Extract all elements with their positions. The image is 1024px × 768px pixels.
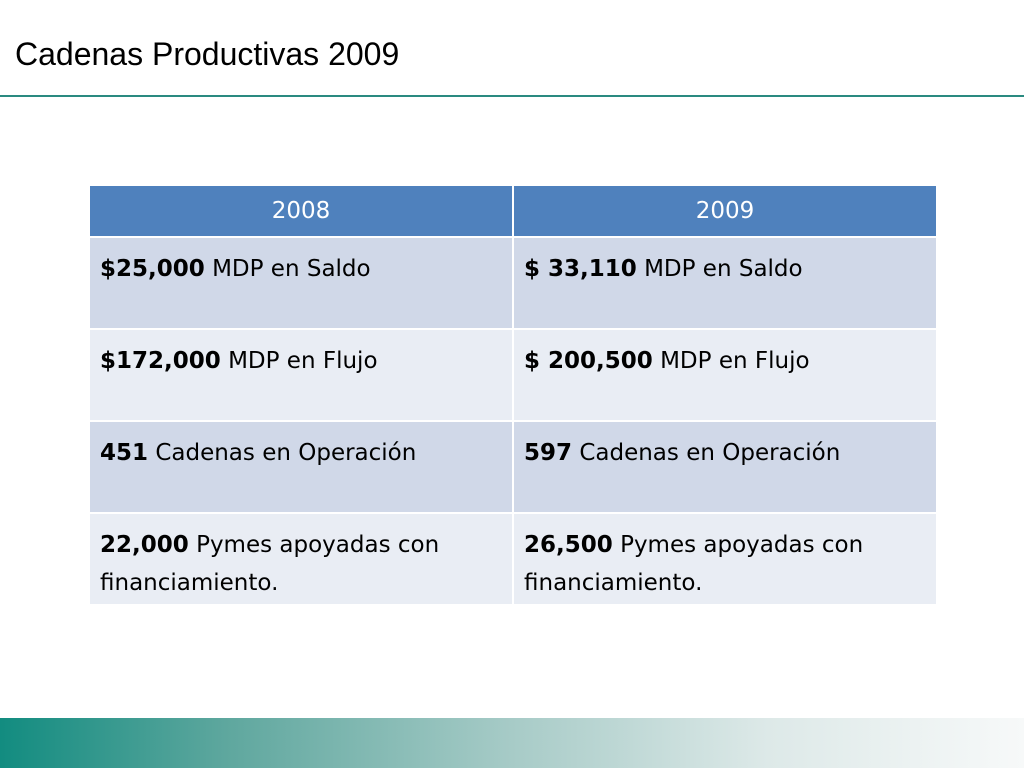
footer-gradient-band [0,718,1024,768]
cell-value: $ 200,500 [524,348,653,374]
cell-value: 26,500 [524,532,613,558]
table-cell: 22,000 Pymes apoyadas con financiamiento… [88,512,514,606]
table-cell: $172,000 MDP en Flujo [88,328,514,422]
cell-value: 451 [100,440,149,466]
cell-value: $25,000 [100,256,205,282]
table-row: 22,000 Pymes apoyadas con financiamiento… [88,512,938,606]
column-header-2009: 2009 [512,184,938,238]
comparison-table: 2008 2009 $25,000 MDP en Saldo $ 33,110 … [88,184,938,606]
table-cell: 451 Cadenas en Operación [88,420,514,514]
table-row: $172,000 MDP en Flujo $ 200,500 MDP en F… [88,328,938,422]
table-row: 451 Cadenas en Operación 597 Cadenas en … [88,420,938,514]
cell-text: Pymes apoyadas con financiamiento. [100,532,440,596]
cell-value: $172,000 [100,348,221,374]
table-cell: 597 Cadenas en Operación [512,420,938,514]
cell-value: 22,000 [100,532,189,558]
table-cell: $25,000 MDP en Saldo [88,236,514,330]
slide-title: Cadenas Productivas 2009 [15,36,400,72]
cell-text: MDP en Flujo [220,348,378,374]
cell-text: Cadenas en Operación [572,440,841,466]
cell-text: MDP en Saldo [204,256,371,282]
table-row: $25,000 MDP en Saldo $ 33,110 MDP en Sal… [88,236,938,330]
cell-text: Cadenas en Operación [148,440,417,466]
cell-text: MDP en Flujo [652,348,810,374]
table-cell: 26,500 Pymes apoyadas con financiamiento… [512,512,938,606]
cell-value: $ 33,110 [524,256,637,282]
title-divider [0,95,1024,97]
cell-text: Pymes apoyadas con financiamiento. [524,532,864,596]
table-cell: $ 200,500 MDP en Flujo [512,328,938,422]
column-header-2008: 2008 [88,184,514,238]
table-header-row: 2008 2009 [88,184,938,238]
cell-text: MDP en Saldo [636,256,803,282]
cell-value: 597 [524,440,573,466]
table-cell: $ 33,110 MDP en Saldo [512,236,938,330]
